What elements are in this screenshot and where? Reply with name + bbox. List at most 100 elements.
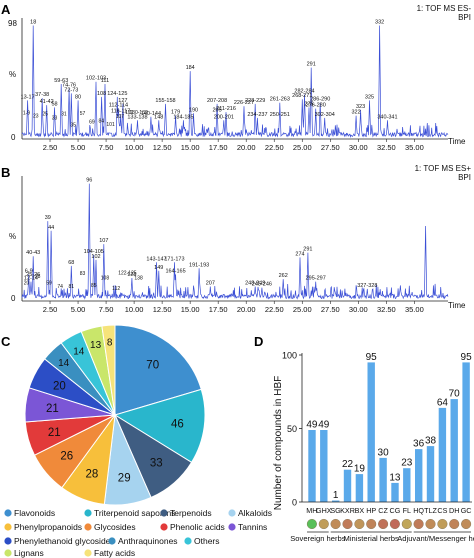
peak-label: 68 [68,260,74,266]
peak-label: 39 [45,215,51,221]
legend-label: Phenylpropanoids [14,522,82,532]
bar-value-label: 49 [318,420,330,431]
x-tick-label: 7.50 [99,143,114,152]
peak-label: 332 [375,20,384,26]
peak-label-minor: 130-132 [129,110,148,116]
x-tick-label: 10.00 [125,305,144,314]
peak-label: 74-76 [62,83,76,89]
peak-label-minor: 35 [70,122,76,128]
bar-cs [438,407,447,502]
herb-photo-icon [413,518,424,530]
group-label: Adjuvant/Messenger herbs [397,534,474,543]
peak-label-minor: 1-9 [23,110,30,116]
pie-value-label: 13 [90,340,102,351]
peak-label: 184 [186,65,195,71]
legend-swatch [184,537,192,545]
peak-label: 302-304 [315,112,335,118]
peak-label: 140-144 [141,111,161,117]
pie-value-label: 14 [58,358,70,369]
peak-label: 327-328 [357,283,377,289]
peak-label-minor: 112 [112,286,120,292]
legend-swatch [108,537,116,545]
herb-photo-icon [366,518,377,530]
peak-label: 149 [154,265,163,271]
legend-label: Triterpenoid saponins [94,508,175,518]
peak-label: 190 [189,107,198,113]
bar-value-label: 95 [366,352,378,363]
panel-letter-b: B [1,165,10,180]
panel-letter-a: A [1,2,11,17]
peak-label: 111 [101,78,109,84]
peak-label: 184-185 [173,114,193,120]
x-tick-label: 2.50 [43,143,58,152]
peak-label: 107 [99,238,108,244]
x-tick-label: 15.00 [181,305,200,314]
peak-label: 13-17 [21,94,35,100]
bar-ghx [320,430,328,502]
x-tick-label: 17.50 [209,305,228,314]
pie-value-label: 21 [48,427,61,439]
peak-label-minor: 31 [61,112,67,118]
peak-label: 164-165 [165,268,185,274]
bar-category-label: GHX [316,506,332,515]
bar-cg [391,482,399,502]
pie-value-label: 20 [53,380,66,392]
peak-label-minor: 83 [80,271,86,277]
peak-label-minor: 85 [91,283,97,289]
legend-label: Phenylethanoid glycosides [14,536,115,546]
legend-swatch [84,509,92,517]
pie-slice-triterpenoid-saponins [113,388,206,464]
bar-hq [415,449,423,502]
peak-label-minor: 101 [106,122,115,128]
peak-label: 250-251 [270,112,290,118]
chromatogram-trace [21,183,449,300]
peak-label: 44 [48,225,54,231]
peak-label-minor: 84 [98,119,104,125]
peak-label: 148 [154,114,163,120]
legend-swatch [4,509,12,517]
peak-label-minor: 33 [52,116,58,122]
legend-swatch [4,549,12,557]
mode-sublabel-b: BPI [458,173,471,182]
bar-value-label: 95 [461,352,473,363]
x-tick-label: 35.00 [405,305,424,314]
peak-label-minor: 69 [89,120,95,126]
peak-label: 268-271 [292,93,312,99]
peak-label-minor: 122-125 [118,270,137,276]
group-label: Sovereign herbs [290,534,346,543]
peak-label: 133-138 [127,114,147,120]
pie-value-label: 29 [118,472,131,484]
herb-photo-icon [354,518,365,530]
peak-label: 116-117 [111,108,130,114]
peak-label: 108 [97,91,106,97]
herb-photo-icon [318,518,329,530]
peak-label: 40-43 [26,250,40,256]
legend-label: Others [194,536,220,546]
legend-swatch [228,523,236,531]
bar-category-label: SG [330,506,341,515]
x-tick-label: 30.00 [349,143,368,152]
herb-photo-icon [401,518,412,530]
herb-photo-icon [425,518,436,530]
x-label-a: Time [448,137,466,146]
peak-label-minor: 119 [125,110,133,116]
y-tick-top-a: 98 [8,19,17,28]
bar-y-tick-label: 50 [287,424,297,434]
y-tick-zero-b: 0 [11,294,16,303]
peak-label: 72-73 [64,87,78,93]
peak-label: 340-341 [377,114,397,120]
herb-photo-icon [389,518,400,530]
peak-label: 127 [118,98,127,104]
peak-label: 191-193 [189,262,209,268]
legend-swatch [228,509,236,517]
mode-label-a: 1: TOF MS ES- [417,4,472,13]
peak-label: 323 [356,104,365,110]
peak-label: 179 [171,110,180,116]
legend-swatch [160,523,168,531]
y-tick-zero-a: 0 [11,133,16,142]
bar-cz [379,457,387,502]
peak-label: 12-14 [24,276,38,282]
peak-label-minor: 74 [57,284,63,290]
peak-label: 155-158 [155,98,175,104]
